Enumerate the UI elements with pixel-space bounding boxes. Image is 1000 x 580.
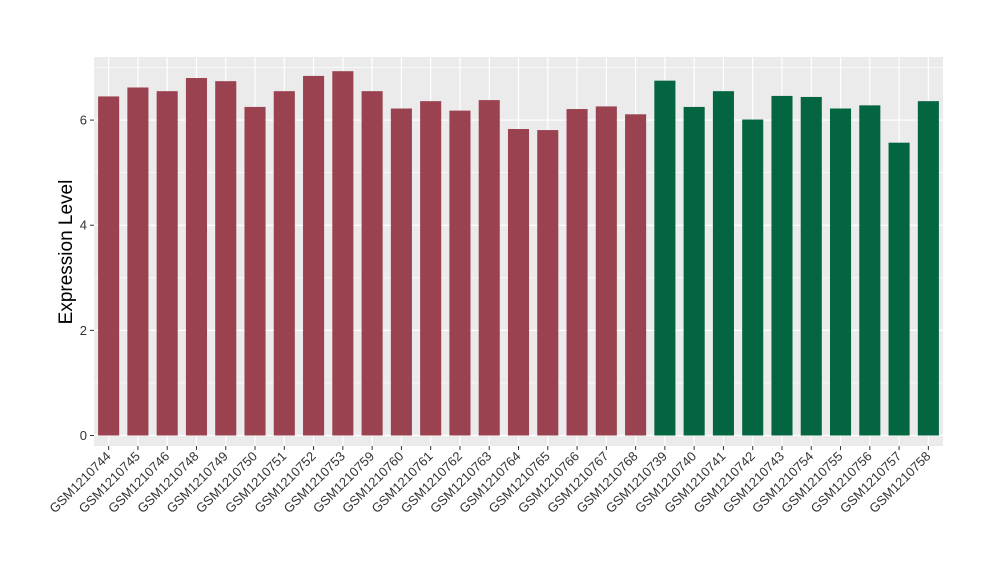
bar — [303, 75, 325, 436]
bar — [800, 96, 822, 436]
x-axis: GSM1210744GSM1210745GSM1210746GSM1210748… — [46, 446, 933, 516]
bar — [829, 108, 852, 436]
bar — [98, 96, 120, 436]
bar — [361, 91, 383, 436]
bar — [654, 80, 676, 436]
bar — [888, 142, 910, 436]
bar — [244, 106, 266, 436]
y-tick-label: 0 — [80, 428, 87, 443]
y-tick-label: 2 — [80, 323, 87, 338]
y-axis: 0 2 4 6 — [80, 113, 94, 443]
bar — [683, 106, 705, 436]
bar — [566, 109, 588, 436]
bar — [742, 119, 764, 436]
bar — [712, 91, 734, 436]
bar — [478, 100, 500, 436]
bar — [917, 101, 939, 436]
bar — [420, 101, 442, 436]
bar — [537, 130, 559, 436]
y-tick-label: 4 — [80, 218, 87, 233]
bar — [625, 114, 647, 436]
bar — [185, 78, 208, 436]
bar — [449, 110, 471, 436]
bar — [127, 87, 149, 436]
bar — [859, 105, 881, 436]
bar — [215, 81, 237, 436]
bar — [595, 106, 617, 436]
bars — [98, 71, 939, 436]
bar — [156, 91, 178, 436]
y-axis-title: Expression Level — [56, 180, 77, 325]
bar — [273, 91, 295, 436]
bar — [332, 71, 354, 436]
bar — [507, 129, 530, 436]
bar — [771, 95, 793, 436]
y-tick-label: 6 — [80, 113, 87, 128]
bar — [390, 108, 412, 436]
